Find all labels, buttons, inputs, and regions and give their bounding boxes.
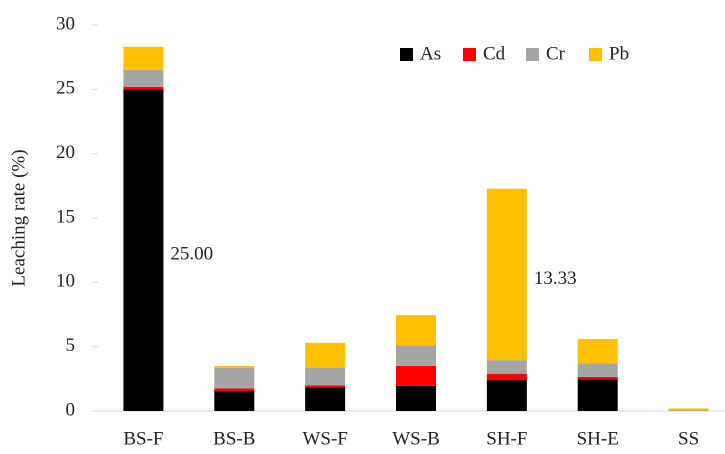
legend-label: Cd — [483, 43, 506, 64]
x-tick-label: SH-F — [486, 428, 527, 449]
legend-swatch — [400, 48, 413, 61]
legend-label: Pb — [609, 43, 629, 64]
bar-segment — [577, 338, 618, 364]
legend-label: As — [420, 43, 441, 64]
y-tick-label: 10 — [56, 271, 75, 292]
legend-swatch — [526, 48, 539, 61]
bar-segment — [305, 387, 346, 411]
legend-swatch — [463, 48, 476, 61]
bar-segment — [486, 380, 527, 411]
bar-segment — [123, 89, 164, 411]
data-label: 25.00 — [170, 244, 213, 265]
bar-segment — [396, 365, 436, 386]
x-tick-label: WS-F — [302, 428, 347, 449]
y-tick-label: 5 — [66, 335, 76, 356]
x-tick-label: BS-B — [213, 428, 255, 449]
x-tick-label: BS-F — [123, 428, 163, 449]
bar-segment — [396, 345, 436, 366]
bar-segment — [396, 385, 436, 411]
bar-segment — [123, 86, 164, 90]
bar-segment — [214, 391, 255, 411]
bar-segment — [305, 342, 346, 368]
data-label: 13.33 — [534, 268, 577, 289]
bar-segment — [214, 365, 255, 368]
y-tick-label: 15 — [56, 206, 75, 227]
y-tick-label: 0 — [66, 399, 76, 420]
bar-segment — [577, 363, 618, 377]
y-tick-label: 30 — [56, 13, 75, 34]
y-tick-label: 20 — [56, 142, 75, 163]
bar-segment — [577, 379, 618, 411]
x-tick-label: SS — [678, 428, 699, 449]
y-tick-label: 25 — [56, 78, 75, 99]
bar-segment — [486, 373, 527, 381]
legend-label: Cr — [546, 43, 566, 64]
bar-segment — [214, 388, 255, 392]
bar-segment — [214, 367, 255, 389]
bar-segment — [486, 360, 527, 374]
bar-segment — [123, 46, 164, 71]
bar-segment — [668, 408, 709, 411]
bar-segment — [305, 385, 346, 388]
y-axis-label: Leaching rate (%) — [8, 149, 29, 286]
legend-swatch — [589, 48, 602, 61]
bar-segment — [396, 315, 436, 346]
bar-segment — [486, 188, 527, 361]
x-tick-label: WS-B — [392, 428, 440, 449]
bar-segment — [123, 70, 164, 87]
x-tick-label: SH-E — [577, 428, 619, 449]
bar-segment — [305, 367, 346, 386]
bar-segment — [577, 376, 618, 380]
